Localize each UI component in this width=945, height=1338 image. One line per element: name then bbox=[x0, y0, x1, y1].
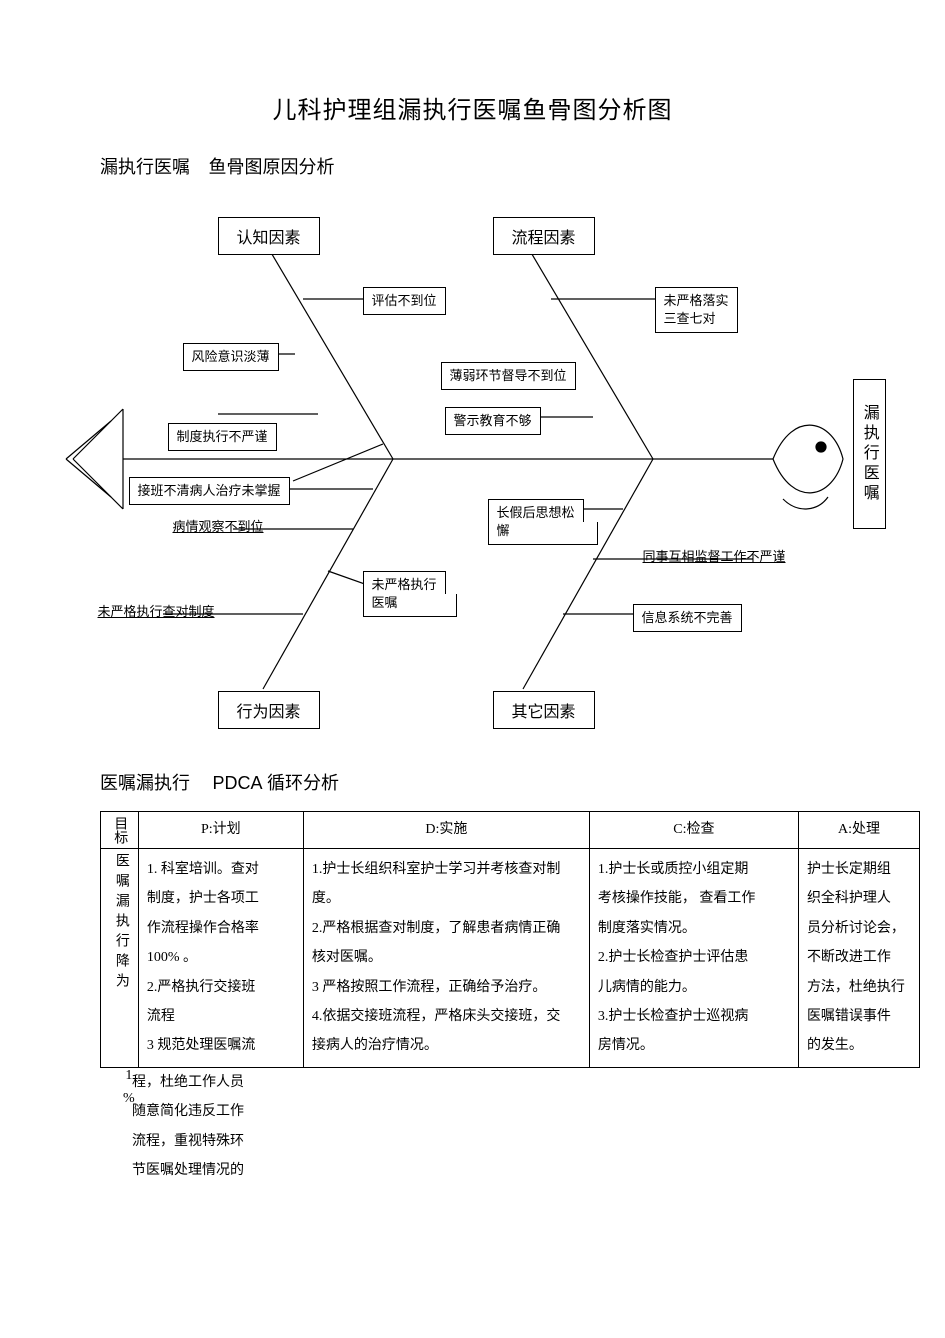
table-row: 医嘱漏执行降为 1. 科室培训。查对 制度，护士各项工 作流程操作合格率 100… bbox=[101, 849, 920, 1068]
section-1-title: 漏执行医嘱 鱼骨图原因分析 bbox=[100, 153, 885, 179]
fishbone-diagram: 认知因素 流程因素 行为因素 其它因素 漏执行医嘱 评估不到位 风险意识淡薄 制… bbox=[63, 199, 883, 739]
cause-p1: 未严格落实 三查七对 bbox=[655, 287, 738, 333]
section-2-title: 医嘱漏执行 PDCA 循环分析 bbox=[100, 769, 885, 795]
section-1-b: 鱼骨图原因分析 bbox=[209, 157, 335, 177]
cause-p3: 警示教育不够 bbox=[445, 407, 541, 435]
th-a: A:处理 bbox=[798, 812, 919, 849]
th-goal: 目标 bbox=[101, 812, 139, 849]
goal-side: 1% bbox=[114, 1068, 143, 1114]
cause-c4: 接班不清病人治疗未掌握 bbox=[129, 477, 290, 505]
section-1-a: 漏执行医嘱 bbox=[100, 157, 190, 177]
section-2-b: PDCA bbox=[213, 773, 263, 793]
th-c: C:检查 bbox=[589, 812, 798, 849]
cat-cognitive: 认知因素 bbox=[218, 217, 320, 255]
cause-c3: 制度执行不严谨 bbox=[168, 423, 277, 451]
cat-process: 流程因素 bbox=[493, 217, 595, 255]
a-cell: 护士长定期组 织全科护理人 员分析讨论会， 不断改进工作 方法，杜绝执行 医嘱错… bbox=[798, 849, 919, 1068]
cat-behavior: 行为因素 bbox=[218, 691, 320, 729]
cause-b1b: 医嘱 bbox=[363, 594, 457, 617]
cause-o1a: 长假后思想松 bbox=[488, 499, 584, 522]
goal-text: 医嘱漏执行降为 bbox=[101, 849, 139, 1068]
overflow-wrap: 1% 程，杜绝工作人员 随意简化违反工作 流程，重视特殊环 节医嘱处理情况的 bbox=[60, 1068, 885, 1186]
cause-o3: 信息系统不完善 bbox=[633, 604, 742, 632]
effect-label: 漏执行医嘱 bbox=[853, 379, 886, 529]
cause-p2: 薄弱环节督导不到位 bbox=[441, 362, 576, 390]
cause-o1b: 懈 bbox=[488, 522, 598, 545]
page-title: 儿科护理组漏执行医嘱鱼骨图分析图 bbox=[60, 90, 885, 125]
th-p: P:计划 bbox=[138, 812, 303, 849]
cause-c6: 未严格执行查对制度 bbox=[98, 604, 215, 621]
overflow-text: 1% 程，杜绝工作人员 随意简化违反工作 流程，重视特殊环 节医嘱处理情况的 bbox=[132, 1068, 312, 1186]
section-2-a: 医嘱漏执行 bbox=[100, 773, 190, 793]
table-header-row: 目标 P:计划 D:实施 C:检查 A:处理 bbox=[101, 812, 920, 849]
section-2-c: 循环分析 bbox=[267, 773, 339, 793]
cause-o2: 同事互相监督工作不严谨 bbox=[643, 549, 786, 566]
th-d: D:实施 bbox=[303, 812, 589, 849]
overflow-body: 程，杜绝工作人员 随意简化违反工作 流程，重视特殊环 节医嘱处理情况的 bbox=[132, 1075, 244, 1178]
c-cell: 1.护士长或质控小组定期 考核操作技能， 查看工作 制度落实情况。 2.护士长检… bbox=[589, 849, 798, 1068]
fishbone-svg bbox=[63, 199, 883, 739]
cat-other: 其它因素 bbox=[493, 691, 595, 729]
cause-c5: 病情观察不到位 bbox=[173, 519, 264, 536]
p-cell: 1. 科室培训。查对 制度，护士各项工 作流程操作合格率 100% 。 2.严格… bbox=[138, 849, 303, 1068]
cause-c2: 风险意识淡薄 bbox=[183, 343, 279, 371]
d-cell: 1.护士长组织科室护士学习并考核查对制 度。 2.严格根据查对制度，了解患者病情… bbox=[303, 849, 589, 1068]
cause-b1a: 未严格执行 bbox=[363, 571, 446, 594]
cause-c1: 评估不到位 bbox=[363, 287, 446, 315]
page: 儿科护理组漏执行医嘱鱼骨图分析图 漏执行医嘱 鱼骨图原因分析 bbox=[0, 0, 945, 1225]
pdca-table: 目标 P:计划 D:实施 C:检查 A:处理 医嘱漏执行降为 1. 科室培训。查… bbox=[100, 811, 920, 1068]
